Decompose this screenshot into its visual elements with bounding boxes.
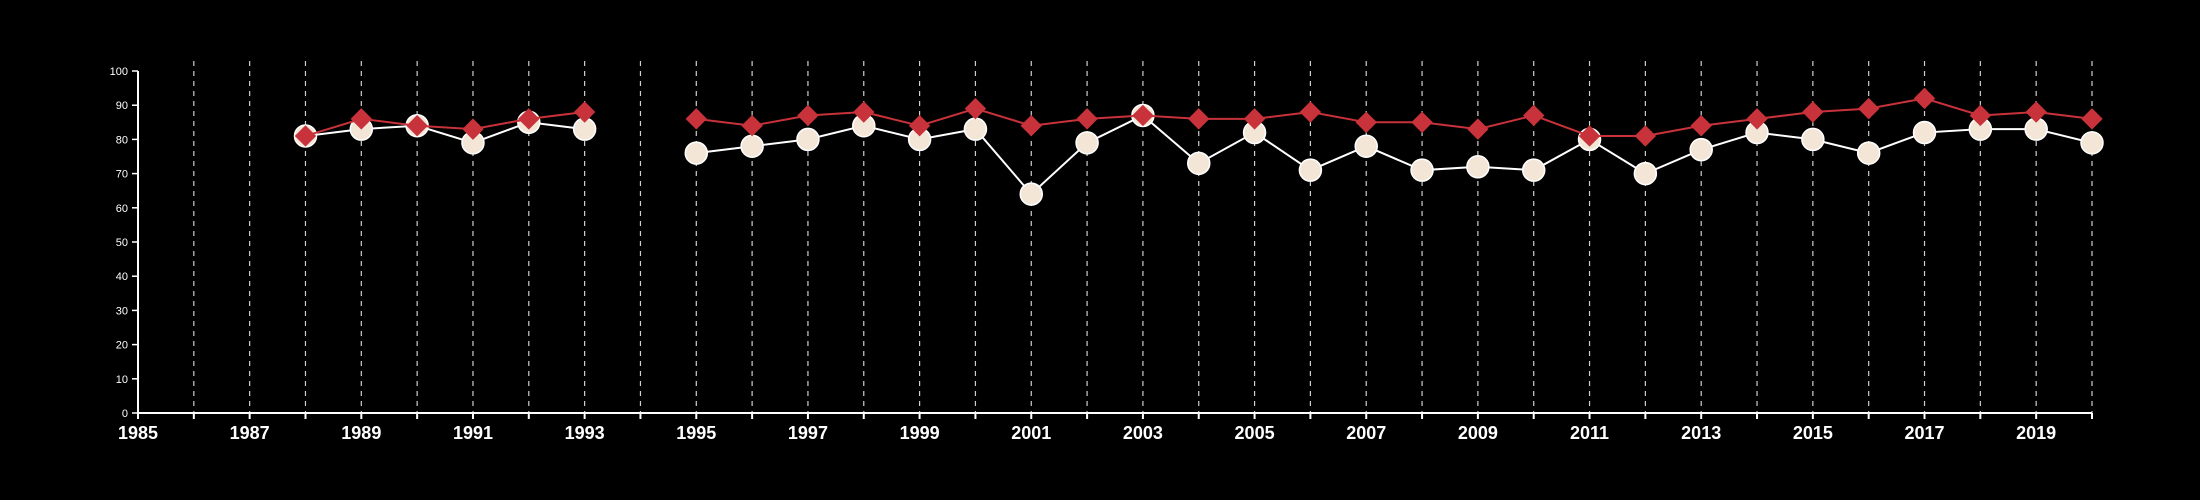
data-point (1019, 182, 1044, 206)
x-tick-label: 2013 (1681, 423, 1721, 443)
y-tick-label: 30 (116, 305, 128, 317)
data-point (1188, 108, 1210, 130)
data-point (2081, 108, 2103, 130)
data-point (685, 108, 707, 130)
grid-lines (193, 61, 2093, 413)
data-point (1243, 108, 1266, 130)
data-point (1802, 101, 1824, 123)
x-tick-label: 1989 (341, 423, 381, 443)
data-point (1857, 97, 1880, 120)
x-tick-label: 1995 (676, 423, 716, 443)
data-point (1746, 108, 1768, 130)
x-tick-label: 2003 (1123, 423, 1163, 443)
x-tick-label: 2019 (2016, 423, 2056, 443)
data-point (406, 115, 428, 137)
data-point (1689, 137, 1713, 162)
y-tick-label: 20 (116, 340, 128, 352)
data-point (1912, 120, 1937, 145)
y-tick-label: 10 (116, 374, 128, 386)
data-point (684, 141, 709, 165)
data-point (1633, 161, 1658, 186)
data-point (908, 115, 931, 137)
data-point (1856, 141, 1881, 165)
x-tick-label: 2017 (1904, 423, 1944, 443)
x-tick-label: 2009 (1458, 423, 1498, 443)
series-diamond (294, 87, 2103, 147)
data-point (1354, 134, 1378, 158)
x-tick-label: 2005 (1235, 423, 1275, 443)
y-tick-label: 80 (116, 134, 128, 146)
series-circle (293, 103, 2104, 206)
data-point (2025, 101, 2047, 123)
x-tick-label: 2015 (1793, 423, 1833, 443)
x-tick-label: 1999 (900, 423, 940, 443)
data-point (797, 104, 819, 127)
data-point (964, 97, 987, 120)
y-tick-label: 40 (116, 271, 128, 283)
data-point (1020, 115, 1042, 137)
x-tick-label: 1997 (788, 423, 828, 443)
data-point (1355, 111, 1377, 134)
y-tick-label: 70 (116, 169, 128, 181)
data-point (1521, 158, 1546, 182)
data-point (1298, 158, 1323, 182)
x-tick-label: 2007 (1346, 423, 1386, 443)
x-tick-label: 1991 (453, 423, 493, 443)
y-axis-ticks: 0 10 20 30 40 50 60 70 80 90 100 (110, 66, 138, 420)
y-tick-label: 0 (122, 408, 128, 420)
data-point (518, 108, 540, 130)
data-point (1411, 111, 1433, 134)
y-tick-label: 90 (116, 100, 128, 112)
data-point (294, 125, 317, 147)
data-point (1466, 155, 1490, 179)
x-tick-label: 1985 (118, 423, 158, 443)
data-point (462, 118, 484, 140)
data-point (1186, 151, 1211, 176)
x-tick-label: 1993 (565, 423, 605, 443)
data-point (1132, 104, 1154, 127)
x-tick-label: 2001 (1011, 423, 1051, 443)
data-point (1467, 118, 1489, 140)
data-point (1634, 125, 1657, 147)
data-point (963, 117, 988, 141)
data-point (1578, 125, 1601, 147)
data-point (740, 134, 764, 158)
data-point (1690, 115, 1712, 137)
data-point (1969, 104, 1992, 127)
y-tick-label: 100 (110, 66, 128, 78)
data-point (1801, 127, 1825, 152)
data-point (853, 101, 875, 123)
data-point (741, 115, 763, 137)
data-point (1075, 131, 1099, 155)
y-tick-label: 60 (116, 203, 128, 215)
data-point (2080, 131, 2104, 155)
data-point (1523, 104, 1545, 127)
x-tick-label: 1987 (230, 423, 270, 443)
y-tick-label: 50 (116, 237, 128, 249)
data-point (796, 127, 820, 152)
series-layer (293, 87, 2104, 206)
data-point (573, 101, 596, 123)
x-tick-label: 2011 (1570, 423, 1609, 443)
x-axis-ticks: 1985 1987 1989 1991 1993 1995 1997 1999 2001 2003… (118, 413, 2093, 443)
data-point (1299, 101, 1322, 123)
data-point (1410, 158, 1434, 182)
data-point (350, 108, 373, 130)
data-point (1913, 87, 1936, 110)
data-point (1076, 108, 1098, 130)
